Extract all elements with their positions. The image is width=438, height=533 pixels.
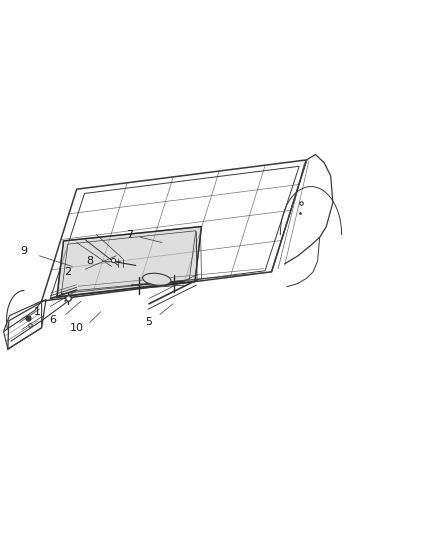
Text: 7: 7	[126, 230, 133, 239]
Text: 10: 10	[70, 323, 84, 333]
Text: 1: 1	[34, 307, 41, 317]
Text: 9: 9	[21, 246, 28, 255]
Ellipse shape	[143, 273, 171, 285]
Text: 2: 2	[64, 267, 71, 277]
Text: 8: 8	[86, 256, 93, 266]
Text: 5: 5	[145, 318, 152, 327]
Polygon shape	[57, 227, 201, 297]
Text: 6: 6	[49, 315, 56, 325]
